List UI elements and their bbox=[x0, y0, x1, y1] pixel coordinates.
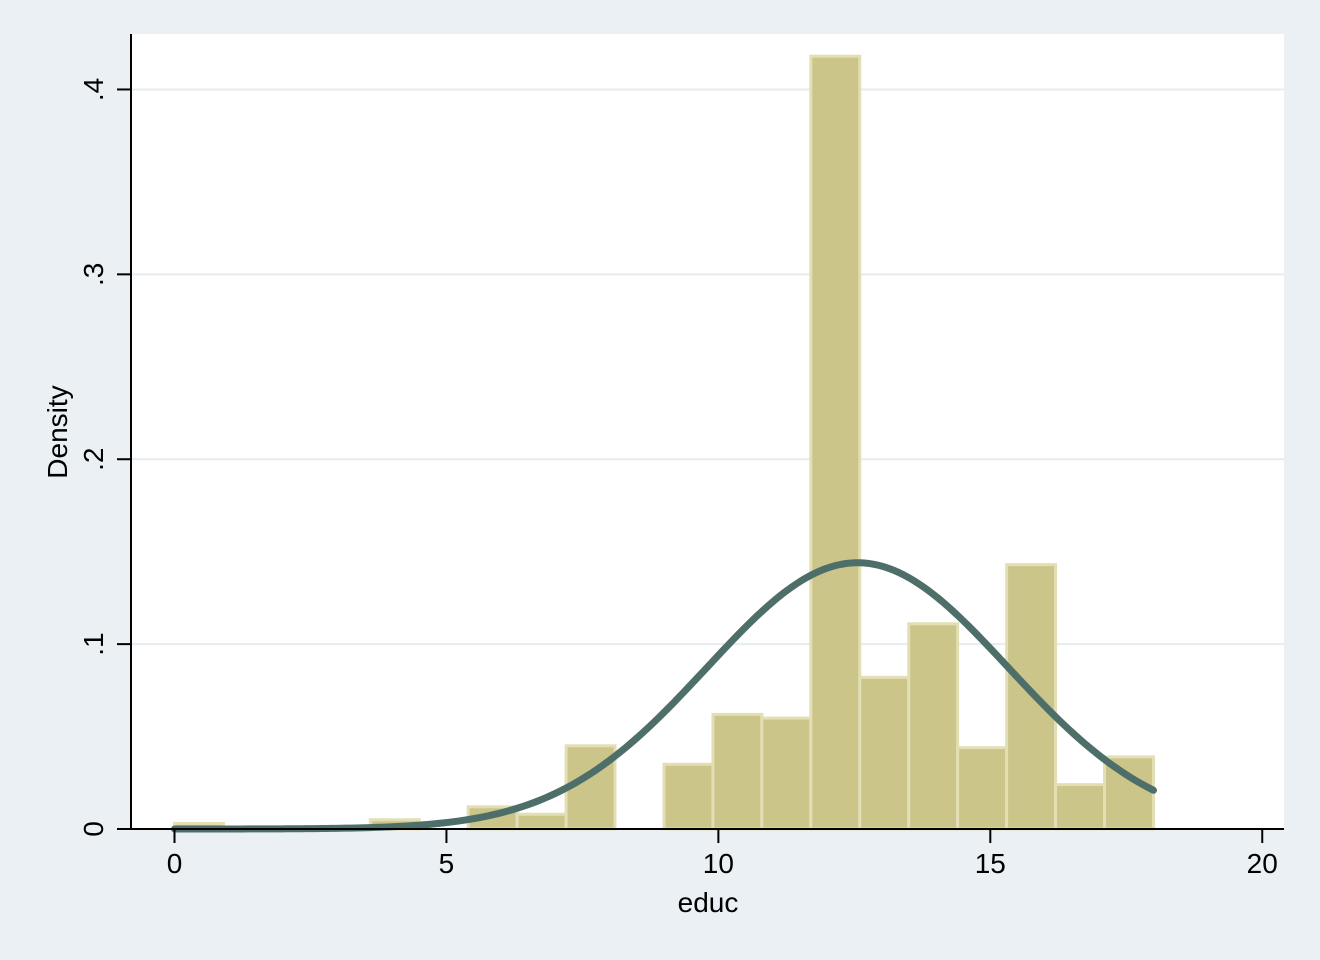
histogram-bar bbox=[711, 712, 764, 831]
histogram-bar bbox=[515, 812, 568, 831]
histogram-bar bbox=[907, 622, 960, 831]
plot-area bbox=[131, 34, 1284, 829]
x-axis-title: educ bbox=[678, 887, 739, 918]
histogram-bar bbox=[760, 716, 813, 831]
y-tick-label: 0 bbox=[78, 821, 109, 837]
y-tick-label: .1 bbox=[78, 632, 109, 655]
histogram-bar bbox=[662, 762, 715, 831]
y-axis-title: Density bbox=[42, 385, 73, 478]
histogram-bar bbox=[809, 54, 862, 831]
axes bbox=[130, 34, 1284, 830]
x-tick-label: 10 bbox=[703, 848, 734, 879]
x-tick-label: 0 bbox=[167, 848, 183, 879]
y-tick-label: .2 bbox=[78, 448, 109, 471]
x-axis-ticks: 0 5 10 15 20 bbox=[167, 829, 1278, 879]
grid-lines bbox=[131, 88, 1284, 646]
x-tick-label: 15 bbox=[975, 848, 1006, 879]
y-axis-ticks: 0 .1 .2 .3 .4 bbox=[78, 78, 131, 837]
y-tick-label: .3 bbox=[78, 263, 109, 286]
x-tick-label: 5 bbox=[439, 848, 455, 879]
x-tick-label: 20 bbox=[1247, 848, 1278, 879]
y-tick-label: .4 bbox=[78, 78, 109, 101]
histogram-bar bbox=[956, 746, 1009, 831]
histogram-bar bbox=[858, 675, 911, 831]
histogram-bar bbox=[1054, 783, 1107, 831]
